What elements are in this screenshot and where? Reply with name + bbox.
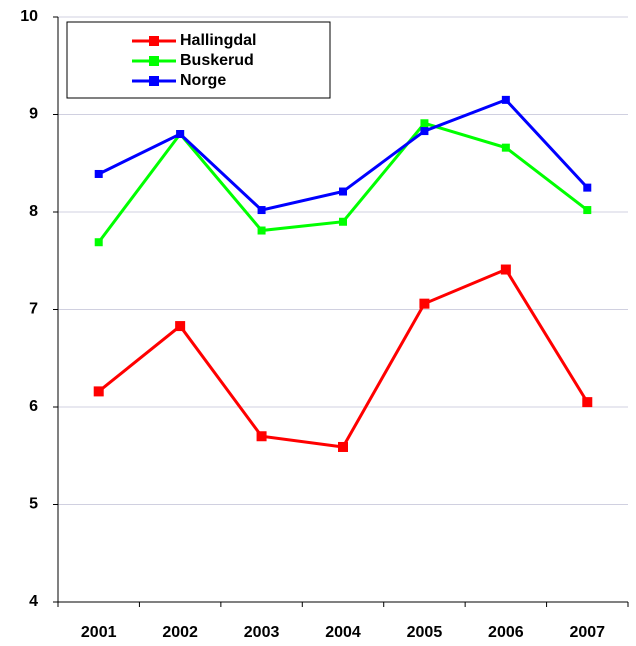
data-point bbox=[175, 321, 186, 332]
data-point bbox=[93, 386, 104, 397]
y-tick-label: 4 bbox=[29, 593, 38, 610]
y-tick-label: 9 bbox=[29, 106, 38, 123]
legend-marker bbox=[149, 36, 159, 46]
x-tick-label: 2003 bbox=[244, 624, 280, 641]
data-point bbox=[500, 264, 511, 275]
y-tick-label: 7 bbox=[29, 301, 38, 318]
data-point bbox=[256, 431, 267, 442]
legend-box bbox=[66, 21, 331, 99]
data-point bbox=[420, 119, 429, 128]
data-point bbox=[583, 183, 592, 192]
legend-label: Norge bbox=[180, 72, 226, 89]
y-tick-label: 6 bbox=[29, 398, 38, 415]
legend-label: Hallingdal bbox=[180, 32, 256, 49]
data-point bbox=[501, 95, 510, 104]
y-tick-label: 5 bbox=[29, 496, 38, 513]
data-point bbox=[582, 397, 593, 408]
data-point bbox=[257, 206, 266, 215]
data-point bbox=[419, 298, 430, 309]
data-point bbox=[338, 441, 348, 452]
legend-marker bbox=[149, 56, 159, 66]
series-line bbox=[97, 267, 589, 449]
x-tick-label: 2007 bbox=[569, 624, 605, 641]
x-tick-label: 2004 bbox=[325, 624, 361, 641]
legend-marker bbox=[149, 76, 159, 86]
data-point bbox=[583, 206, 592, 215]
x-tick-label: 2005 bbox=[407, 624, 443, 641]
data-point bbox=[339, 217, 347, 226]
data-point bbox=[501, 143, 510, 152]
data-point bbox=[257, 226, 266, 235]
x-tick-label: 2001 bbox=[81, 624, 117, 641]
data-point bbox=[94, 169, 103, 178]
y-tick-label: 10 bbox=[20, 8, 38, 25]
x-tick-label: 2006 bbox=[488, 624, 524, 641]
data-point bbox=[420, 127, 429, 136]
x-tick-label: 2002 bbox=[162, 624, 198, 641]
data-point bbox=[339, 187, 347, 196]
data-point bbox=[94, 238, 103, 247]
y-tick-label: 8 bbox=[29, 203, 38, 220]
legend-label: Buskerud bbox=[180, 52, 254, 69]
data-point bbox=[176, 130, 185, 138]
